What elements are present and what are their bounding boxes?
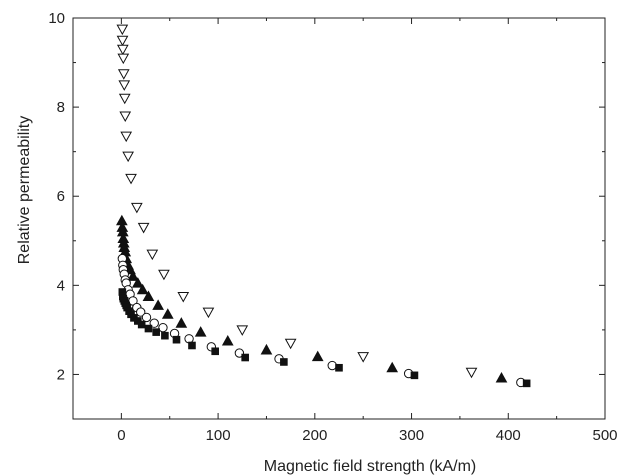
data-point bbox=[130, 202, 143, 214]
x-tick-label: 100 bbox=[206, 427, 231, 444]
y-axis-label: Relative permeability bbox=[16, 116, 33, 265]
data-point bbox=[117, 53, 130, 65]
data-point bbox=[327, 360, 337, 371]
data-point bbox=[241, 353, 249, 362]
data-point bbox=[221, 334, 234, 346]
data-point bbox=[120, 131, 133, 143]
x-axis-label: Magnetic field strength (kA/m) bbox=[264, 458, 477, 475]
data-point bbox=[134, 317, 142, 325]
data-point bbox=[311, 350, 324, 362]
data-point bbox=[280, 358, 288, 366]
data-point bbox=[142, 290, 155, 301]
x-tick-label: 400 bbox=[496, 427, 521, 444]
plot-frame bbox=[72, 17, 606, 420]
data-point bbox=[118, 80, 131, 91]
data-point bbox=[116, 24, 129, 36]
y-tick-label: 8 bbox=[57, 99, 65, 116]
data-point bbox=[118, 93, 131, 105]
data-point bbox=[146, 249, 159, 261]
data-point bbox=[116, 35, 129, 47]
data-point bbox=[152, 299, 164, 310]
data-point bbox=[211, 347, 219, 356]
series-4 bbox=[118, 288, 531, 388]
x-tick-label: 0 bbox=[117, 427, 125, 444]
series-2 bbox=[115, 214, 508, 383]
data-point bbox=[130, 314, 138, 322]
data-point bbox=[284, 338, 297, 350]
x-tick-label: 200 bbox=[302, 427, 327, 444]
data-point bbox=[119, 111, 132, 123]
y-tick-label: 10 bbox=[48, 10, 65, 27]
data-point bbox=[137, 222, 150, 234]
data-point bbox=[127, 270, 139, 281]
data-point bbox=[495, 371, 508, 383]
axes: 0 100 200 300 400 500 2 4 6 8 10 bbox=[48, 10, 617, 444]
data-point bbox=[202, 307, 215, 319]
data-point bbox=[177, 291, 190, 303]
data-point bbox=[137, 320, 146, 329]
data-point bbox=[357, 352, 370, 363]
x-tick-label: 300 bbox=[399, 427, 424, 444]
data-point bbox=[136, 283, 149, 295]
data-point bbox=[172, 335, 181, 344]
data-point bbox=[260, 343, 273, 355]
data-point bbox=[116, 44, 129, 56]
data-point bbox=[118, 288, 127, 296]
data-point bbox=[161, 331, 169, 340]
data-point bbox=[335, 363, 343, 372]
y-tick-label: 4 bbox=[57, 277, 65, 294]
data-point bbox=[122, 151, 134, 163]
data-point bbox=[131, 277, 144, 288]
data-point bbox=[161, 308, 174, 319]
series-3 bbox=[117, 253, 526, 388]
data-point bbox=[158, 269, 170, 281]
data-point bbox=[141, 312, 152, 323]
y-tick-label: 6 bbox=[57, 188, 65, 205]
series-1 bbox=[116, 24, 478, 379]
data-point bbox=[117, 69, 130, 80]
data-point bbox=[522, 379, 531, 388]
data-point bbox=[188, 341, 196, 350]
data-point bbox=[236, 325, 249, 336]
data-point bbox=[136, 307, 146, 317]
data-point bbox=[410, 371, 419, 380]
data-point bbox=[386, 361, 399, 373]
data-point bbox=[158, 322, 168, 333]
data-point bbox=[144, 324, 153, 333]
data-point bbox=[125, 173, 137, 185]
y-tick-label: 2 bbox=[57, 366, 65, 383]
x-tick-label: 500 bbox=[592, 427, 617, 444]
data-point bbox=[175, 317, 188, 328]
data-point bbox=[194, 326, 207, 337]
data-marks bbox=[115, 24, 531, 388]
data-point bbox=[152, 328, 160, 336]
data-point bbox=[465, 367, 478, 379]
